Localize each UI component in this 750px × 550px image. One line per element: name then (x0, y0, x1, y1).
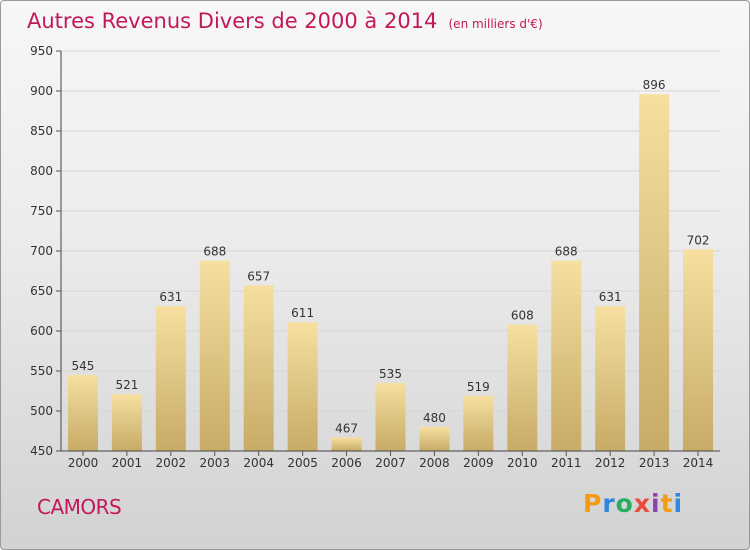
data-label: 631 (159, 290, 182, 304)
x-tick-label: 2010 (507, 456, 538, 470)
logo-letter: x (633, 489, 651, 518)
bar-2012 (595, 306, 626, 451)
y-tick-label: 700 (30, 244, 53, 258)
bar-2005 (287, 322, 318, 451)
x-tick-label: 2000 (68, 456, 99, 470)
bar-2007 (375, 383, 406, 451)
y-tick-label: 550 (30, 364, 53, 378)
data-label: 608 (511, 309, 534, 323)
logo-letter: P (583, 489, 603, 518)
data-labels: 545 521 631 688 657 611 467 535 480 519 608 688 631 8… (72, 78, 710, 435)
data-label: 631 (599, 290, 622, 304)
bar-2014 (683, 249, 714, 451)
x-tick-label: 2005 (287, 456, 318, 470)
logo-letter: t (660, 489, 674, 518)
x-tick-label: 2013 (639, 456, 670, 470)
data-label: 480 (423, 411, 446, 425)
data-label: 611 (291, 306, 314, 320)
x-axis: 2000 2001 2002 2003 2004 2005 2006 2007 2008 2009… (61, 450, 720, 470)
commune-name: CAMORS (37, 495, 122, 519)
bar-2002 (155, 306, 186, 451)
x-tick-label: 2012 (595, 456, 626, 470)
logo-letter: i (673, 489, 684, 518)
logo-letter: o (615, 489, 634, 518)
y-tick-label: 500 (30, 404, 53, 418)
proxiti-logo: Proxiti (583, 489, 683, 518)
data-label: 702 (687, 233, 710, 247)
data-label: 688 (203, 245, 226, 259)
bar-2004 (243, 285, 274, 451)
bar-2006 (331, 437, 362, 451)
data-label: 688 (555, 245, 578, 259)
y-tick-label: 600 (30, 324, 53, 338)
y-tick-label: 750 (30, 204, 53, 218)
chart-subtitle: (en milliers d'€) (448, 17, 543, 31)
bar-2001 (111, 394, 142, 451)
data-label: 521 (115, 378, 138, 392)
y-tick-label: 900 (30, 84, 53, 98)
x-tick-label: 2001 (112, 456, 143, 470)
bar-2003 (199, 260, 230, 451)
y-tick-label: 800 (30, 164, 53, 178)
bar-2011 (551, 260, 582, 451)
data-label: 545 (72, 359, 95, 373)
data-label: 896 (643, 78, 666, 92)
bar-2000 (67, 375, 98, 451)
x-tick-label: 2008 (419, 456, 450, 470)
x-tick-label: 2006 (331, 456, 362, 470)
x-tick-label: 2002 (156, 456, 187, 470)
logo-letter: i (651, 489, 661, 518)
x-tick-label: 2009 (463, 456, 494, 470)
y-tick-label: 950 (30, 44, 53, 58)
x-tick-label: 2003 (199, 456, 230, 470)
y-axis: 450 500 550 600 650 700 750 800 850 900 950 (30, 44, 62, 458)
bar-2008 (419, 427, 450, 451)
bars (67, 94, 714, 451)
data-label: 519 (467, 380, 490, 394)
chart-title: Autres Revenus Divers de 2000 à 2014 (27, 9, 438, 33)
bar-2010 (507, 324, 538, 451)
data-label: 657 (247, 269, 270, 283)
data-label: 535 (379, 367, 402, 381)
logo-letter: r (602, 489, 616, 518)
x-tick-label: 2011 (551, 456, 582, 470)
bar-2009 (463, 395, 494, 451)
data-label: 467 (335, 421, 358, 435)
chart-title-block: Autres Revenus Divers de 2000 à 2014 (en… (27, 9, 543, 33)
x-tick-label: 2007 (375, 456, 406, 470)
x-tick-label: 2014 (683, 456, 714, 470)
bar-2013 (639, 94, 670, 451)
y-tick-label: 850 (30, 124, 53, 138)
y-tick-label: 650 (30, 284, 53, 298)
x-tick-label: 2004 (243, 456, 274, 470)
y-tick-label: 450 (30, 444, 53, 458)
